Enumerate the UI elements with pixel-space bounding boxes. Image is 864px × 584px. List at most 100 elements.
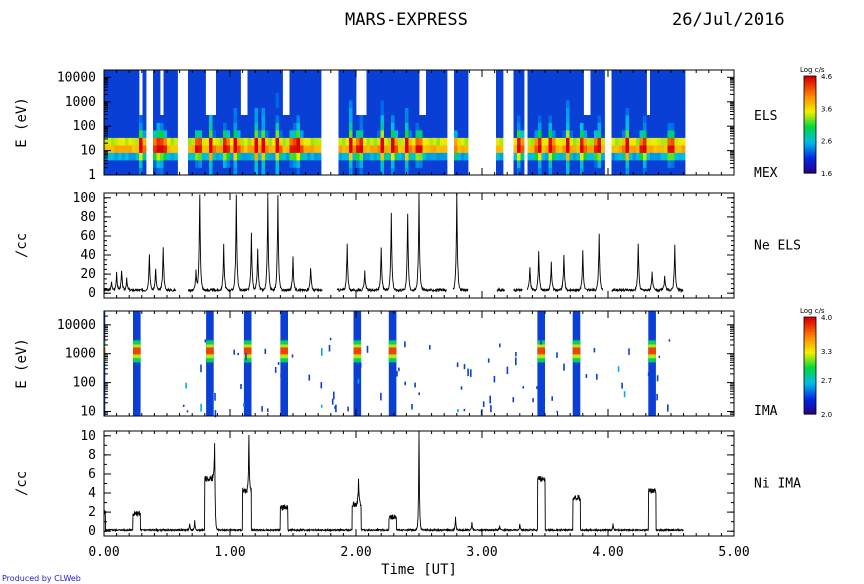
- els-spectrogram-cell: [153, 122, 157, 131]
- els-spectrogram-cell: [254, 137, 259, 146]
- els-spectrogram-cell: [660, 145, 665, 153]
- els-spectrogram-cell: [387, 167, 392, 176]
- els-spectrogram-cell: [559, 160, 563, 168]
- els-spectrogram-cell: [370, 77, 374, 86]
- els-spectrogram-cell: [202, 145, 206, 153]
- els-spectrogram-cell: [611, 107, 616, 116]
- els-spectrogram-cell: [681, 130, 686, 138]
- els-spectrogram-cell: [303, 152, 308, 161]
- els-spectrogram-cell: [391, 152, 395, 161]
- els-spectrogram-cell: [678, 145, 682, 153]
- els-spectrogram-cell: [615, 130, 619, 138]
- els-spectrogram-cell: [272, 160, 276, 168]
- els-spectrogram-cell: [384, 122, 388, 131]
- els-spectrogram-cell: [275, 167, 280, 176]
- els-spectrogram-cell: [104, 92, 108, 101]
- colorbar-cell-0: [804, 85, 816, 89]
- els-spectrogram-cell: [520, 85, 525, 93]
- els-spectrogram-cell: [219, 100, 224, 108]
- els-spectrogram-cell: [440, 107, 444, 116]
- els-spectrogram-cell: [128, 137, 133, 146]
- els-spectrogram-cell: [275, 70, 280, 78]
- els-spectrogram-cell: [636, 152, 640, 161]
- els-spectrogram-cell: [373, 137, 378, 146]
- els-spectrogram-cell: [576, 92, 581, 101]
- colorbar-tick-label-2: 4.0: [821, 314, 832, 322]
- ima-ion-peak: [280, 347, 288, 352]
- els-spectrogram-cell: [230, 92, 234, 101]
- els-spectrogram-cell: [576, 167, 581, 176]
- els-spectrogram-cell: [660, 70, 665, 78]
- els-spectrogram-cell: [594, 167, 598, 176]
- els-spectrogram-cell: [566, 137, 570, 146]
- els-spectrogram-cell: [622, 137, 626, 146]
- els-spectrogram-cell: [373, 100, 378, 108]
- els-spectrogram-cell: [356, 122, 360, 131]
- els-spectrogram-cell: [125, 107, 129, 116]
- els-spectrogram-cell: [580, 107, 584, 116]
- els-spectrogram-cell: [457, 115, 462, 123]
- els-spectrogram-cell: [499, 107, 504, 116]
- els-spectrogram-cell: [580, 130, 584, 138]
- els-spectrogram-cell: [534, 70, 539, 78]
- els-spectrogram-cell: [671, 167, 675, 176]
- els-spectrogram-cell: [317, 160, 322, 168]
- els-spectrogram-cell: [548, 70, 553, 78]
- els-spectrogram-cell: [289, 107, 294, 116]
- els-spectrogram-cell: [142, 100, 147, 108]
- els-spectrogram-cell: [636, 122, 640, 131]
- els-spectrogram-cell: [139, 160, 143, 168]
- els-spectrogram-cell: [461, 77, 465, 86]
- els-spectrogram-cell: [233, 100, 238, 108]
- ima-scan-band: [648, 311, 656, 416]
- els-spectrogram-cell: [517, 160, 521, 168]
- els-spectrogram-cell: [562, 145, 567, 153]
- els-spectrogram-cell: [412, 85, 416, 93]
- els-spectrogram-cell: [118, 160, 122, 168]
- els-spectrogram-cell: [118, 70, 122, 78]
- els-spectrogram-cell: [349, 92, 353, 101]
- els-spectrogram-cell: [349, 115, 353, 123]
- els-spectrogram-cell: [223, 152, 227, 161]
- els-spectrogram-cell: [667, 145, 672, 153]
- els-spectrogram-cell: [170, 130, 175, 138]
- els-spectrogram-cell: [265, 92, 269, 101]
- els-spectrogram-cell: [632, 130, 637, 138]
- els-spectrogram-cell: [496, 122, 500, 131]
- els-spectrogram-cell: [167, 152, 171, 161]
- els-spectrogram-cell: [639, 145, 644, 153]
- els-spectrogram-cell: [541, 167, 546, 176]
- els-spectrogram-cell: [191, 92, 196, 101]
- els-spectrogram-cell: [573, 160, 577, 168]
- els-spectrogram-cell: [667, 100, 672, 108]
- els-spectrogram-cell: [436, 100, 441, 108]
- y-tick-label-3: 8: [88, 448, 96, 463]
- els-spectrogram-cell: [153, 130, 157, 138]
- els-spectrogram-cell: [156, 77, 161, 86]
- ima-ion-peak: [133, 351, 141, 356]
- els-spectrogram-cell: [118, 167, 122, 176]
- els-spectrogram-cell: [142, 85, 147, 93]
- colorbar-cell-2: [804, 324, 816, 328]
- ima-ion-peak: [280, 340, 288, 345]
- els-spectrogram-cell: [587, 152, 591, 161]
- els-spectrogram-cell: [436, 122, 441, 131]
- els-spectrogram-cell: [310, 100, 315, 108]
- els-spectrogram-cell: [338, 70, 343, 78]
- els-spectrogram-cell: [653, 122, 658, 131]
- colorbar-cell-0: [804, 151, 816, 155]
- els-spectrogram-cell: [128, 77, 133, 86]
- els-spectrogram-cell: [429, 130, 434, 138]
- els-spectrogram-cell: [300, 167, 304, 176]
- els-spectrogram-cell: [517, 92, 521, 101]
- els-spectrogram-cell: [265, 130, 269, 138]
- colorbar-cell-0: [804, 90, 816, 94]
- ima-background-count: [493, 375, 496, 383]
- els-spectrogram-cell: [174, 137, 178, 146]
- els-spectrogram-cell: [342, 167, 346, 176]
- els-spectrogram-cell: [622, 107, 626, 116]
- y-tick-label-1: 40: [80, 248, 96, 263]
- els-spectrogram-cell: [167, 122, 171, 131]
- els-spectrogram-cell: [240, 130, 245, 138]
- els-spectrogram-cell: [629, 152, 633, 161]
